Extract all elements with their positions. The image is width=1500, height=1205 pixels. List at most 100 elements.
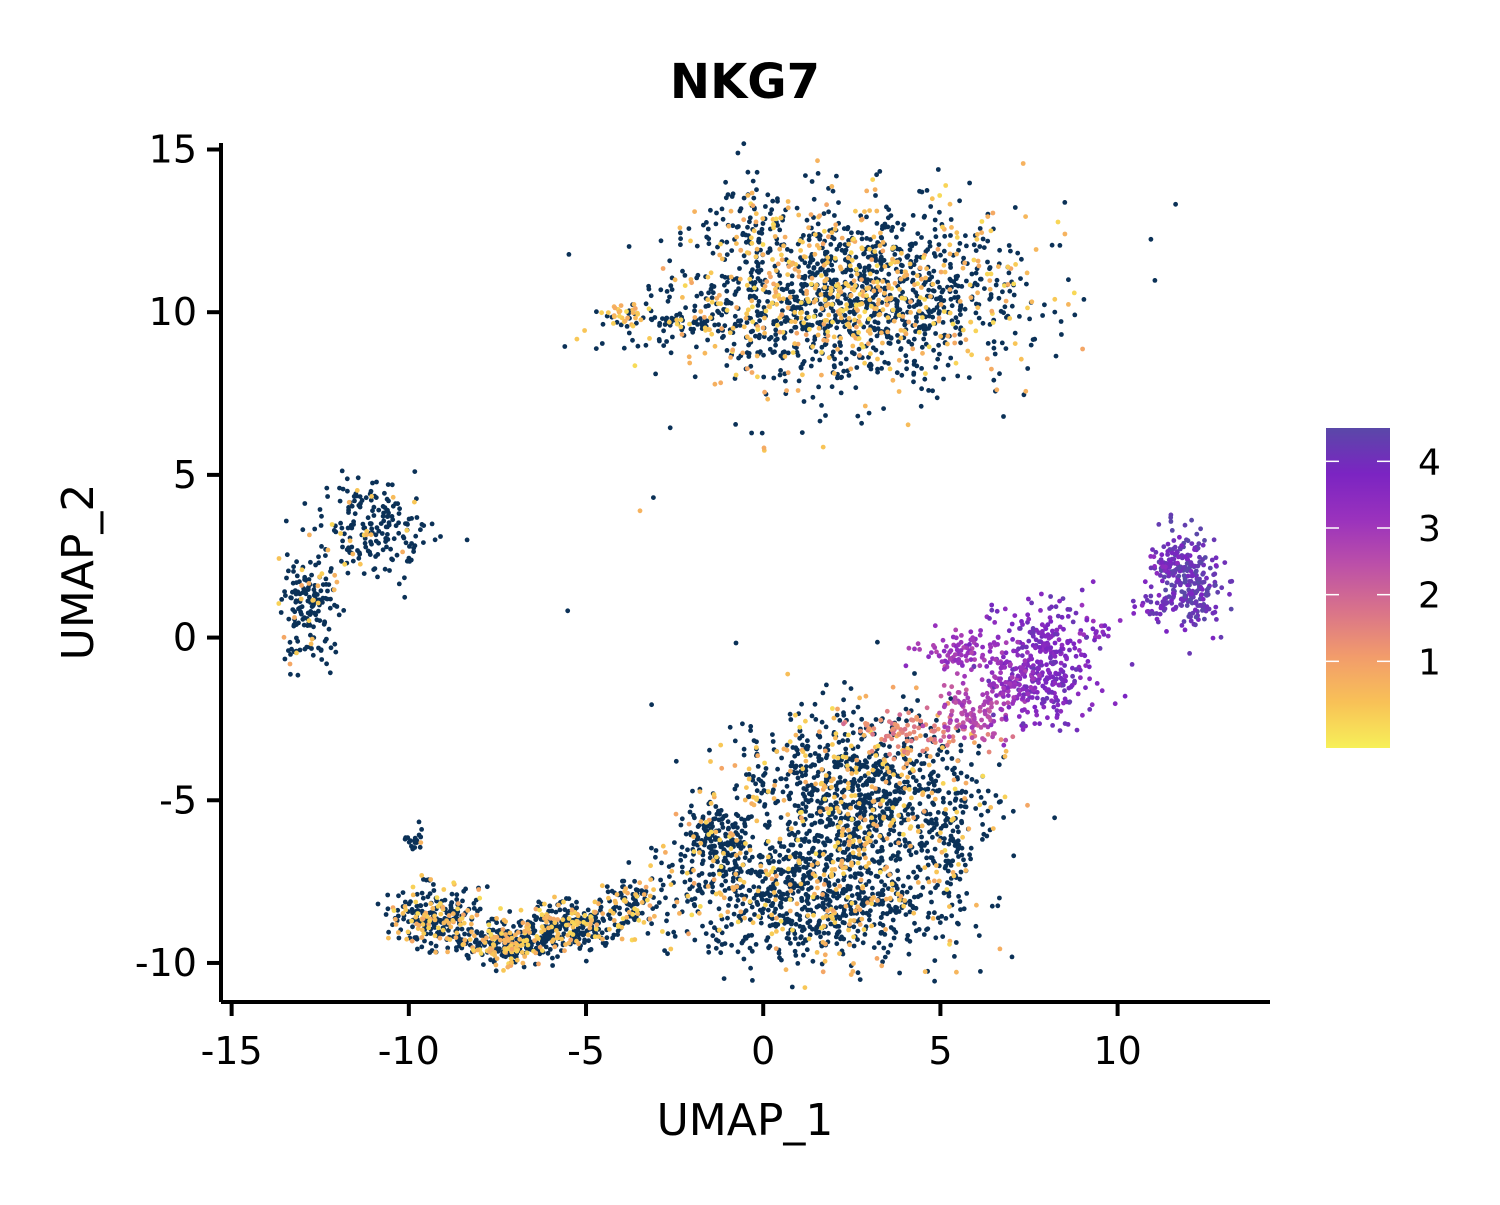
cell-point (838, 799, 844, 805)
cell-point (405, 835, 411, 840)
cell-point (891, 817, 896, 823)
cell-point (962, 796, 968, 801)
cell-point (652, 913, 657, 919)
cell-point (880, 922, 886, 928)
cell-point (919, 386, 924, 392)
cell-point (774, 301, 780, 307)
cell-point (855, 783, 861, 789)
cell-point (933, 816, 939, 822)
cell-point (767, 923, 773, 929)
cell-point (647, 916, 653, 922)
cell-point (724, 924, 729, 930)
cell-point (785, 671, 791, 677)
cell-point (938, 298, 944, 303)
cell-point (870, 857, 875, 863)
cell-point (837, 242, 843, 247)
cell-point (889, 228, 894, 233)
cell-point (792, 297, 798, 303)
cell-point (848, 250, 854, 256)
cell-point (844, 759, 849, 765)
cell-point (664, 918, 669, 924)
cell-point (338, 531, 343, 536)
cell-point (514, 957, 520, 963)
cell-point (411, 549, 416, 554)
cell-point (754, 187, 759, 193)
cell-point (777, 227, 783, 233)
cell-point (460, 942, 466, 948)
cell-point (816, 325, 822, 331)
cell-point (978, 969, 983, 974)
cell-point (806, 798, 812, 804)
cell-point (667, 258, 673, 264)
cell-point (798, 935, 803, 941)
cell-point (912, 671, 917, 676)
cell-point (418, 527, 423, 533)
cell-point (991, 377, 997, 383)
cell-point (870, 767, 876, 773)
cell-point (826, 355, 832, 361)
cell-point (872, 319, 878, 325)
cell-point (786, 866, 791, 872)
cell-point (446, 913, 452, 918)
cell-point (811, 314, 817, 319)
cell-point (876, 940, 882, 946)
cell-point (973, 923, 979, 929)
cell-point (785, 875, 790, 881)
cell-point (877, 169, 883, 174)
cell-point (918, 403, 924, 409)
cell-point (923, 371, 928, 376)
cell-point (374, 479, 379, 485)
cell-point (895, 298, 900, 304)
cell-point (765, 192, 771, 198)
cell-point (470, 947, 476, 953)
cell-point (409, 938, 415, 944)
cell-point (402, 594, 408, 600)
cell-point (765, 935, 771, 940)
cell-point (550, 955, 555, 961)
cell-point (730, 878, 736, 884)
cell-point (931, 321, 936, 326)
cell-point (646, 286, 652, 292)
cell-point (761, 305, 767, 310)
cell-point (859, 245, 865, 251)
cell-point (720, 216, 726, 222)
cell-point (848, 686, 854, 691)
cell-point (678, 852, 684, 857)
cell-point (758, 312, 764, 318)
cell-point (780, 350, 786, 355)
cell-point (803, 718, 808, 724)
cell-point (916, 308, 922, 314)
cell-point (673, 758, 679, 764)
cell-point (921, 809, 927, 814)
cell-point (830, 319, 835, 325)
cell-point (747, 858, 752, 863)
cell-point (760, 780, 766, 786)
cell-point (855, 812, 860, 818)
cell-point (843, 247, 849, 253)
cell-point (730, 191, 736, 197)
cell-point (428, 931, 434, 936)
cell-point (336, 612, 342, 618)
cell-point (302, 501, 308, 506)
cell-point (886, 769, 892, 775)
cell-point (367, 549, 372, 555)
cell-point (771, 225, 776, 231)
cell-point (916, 329, 922, 335)
cell-point (464, 537, 470, 543)
cell-point (601, 918, 607, 923)
cell-point (879, 366, 884, 371)
cell-point (829, 184, 835, 189)
cell-point (539, 912, 545, 918)
cell-point (715, 328, 721, 334)
cell-point (777, 955, 782, 961)
cell-point (458, 922, 463, 928)
cell-point (876, 312, 882, 318)
cell-point (832, 364, 837, 370)
cell-point (658, 287, 664, 293)
cell-point (888, 842, 894, 848)
cell-point (777, 894, 783, 900)
cell-point (707, 899, 713, 905)
cell-point (941, 840, 947, 846)
cell-point (782, 354, 788, 359)
cell-point (619, 936, 625, 942)
